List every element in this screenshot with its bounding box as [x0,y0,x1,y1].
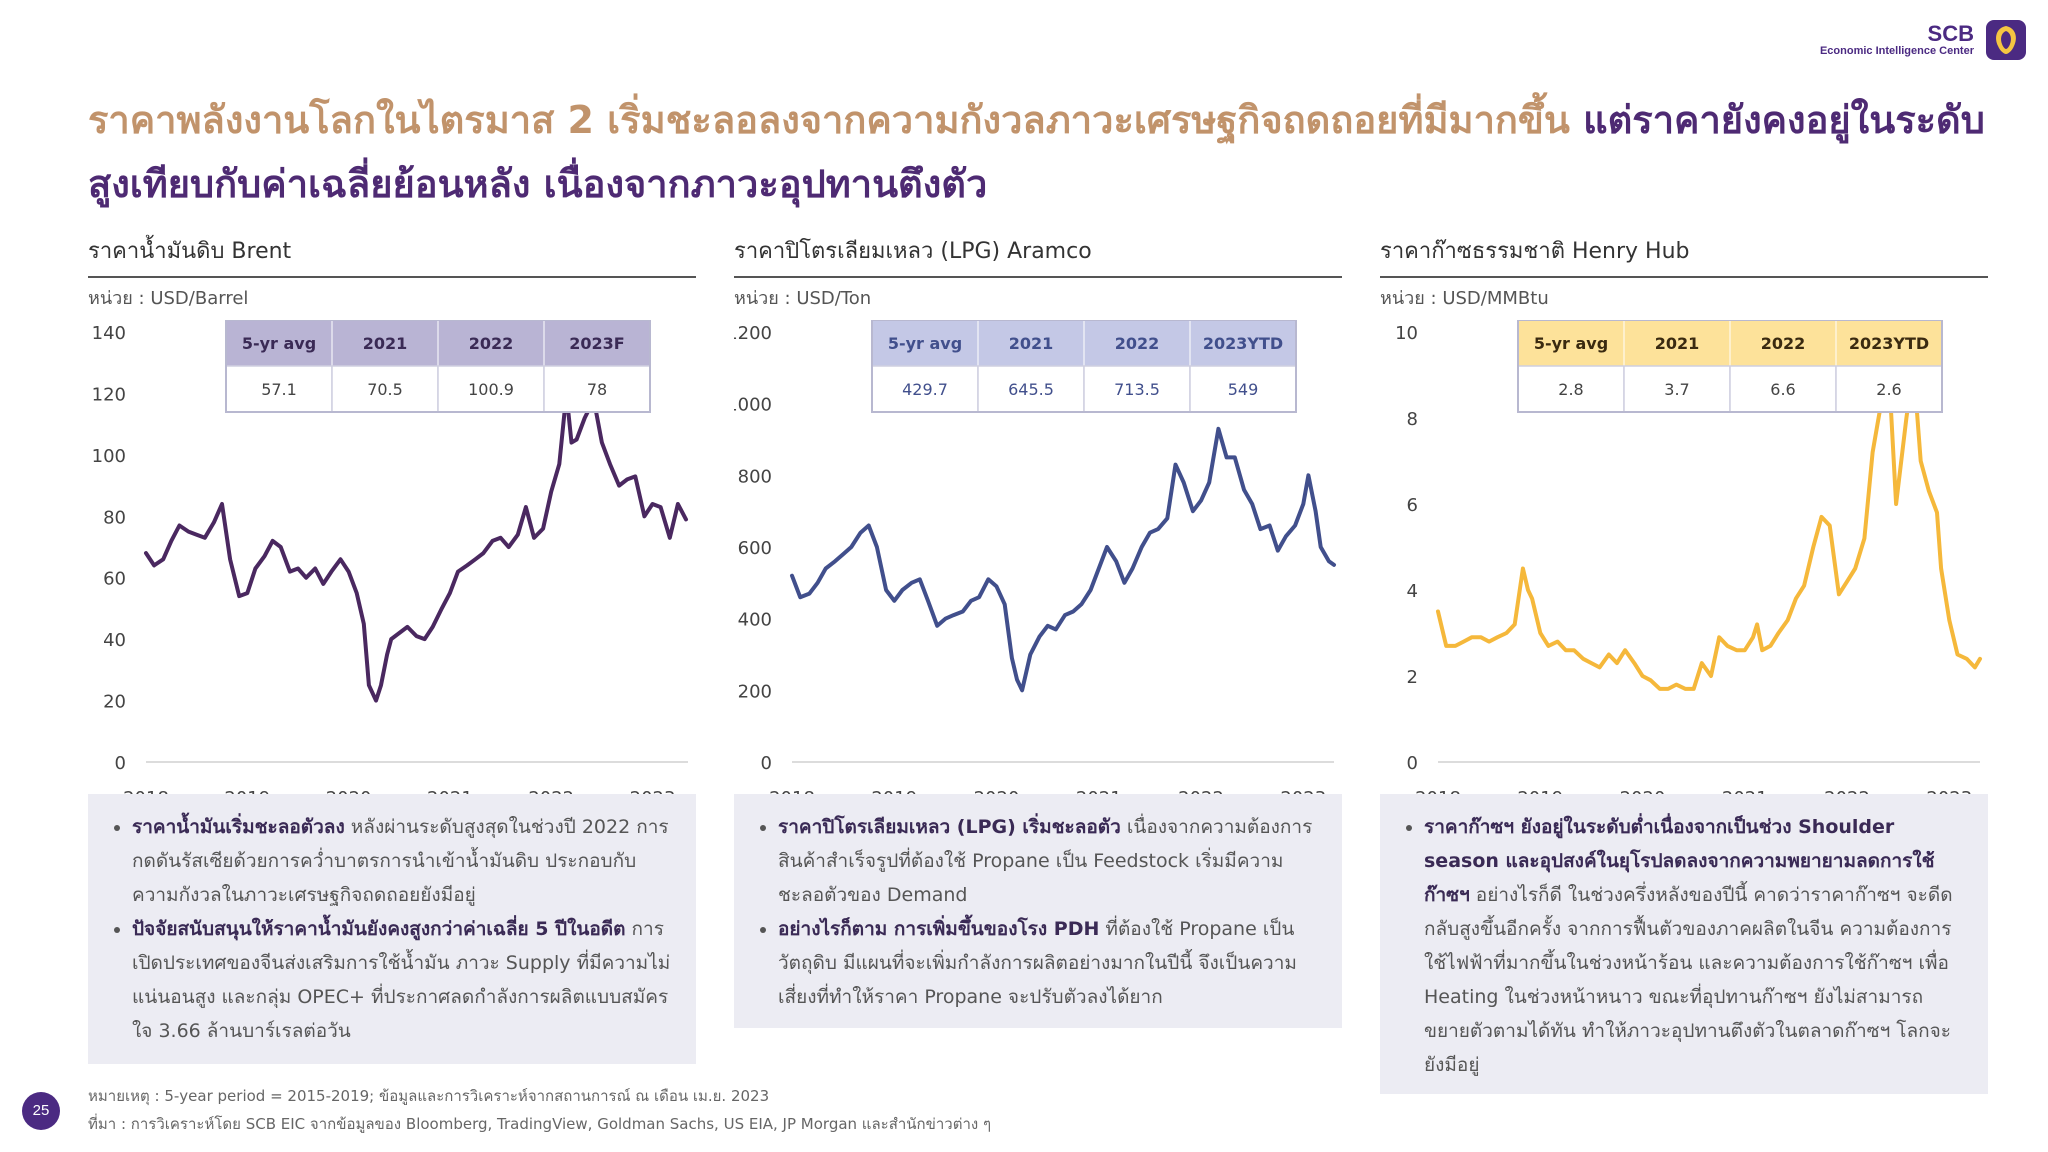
table-header-label: 5-yr avg [1534,334,1608,353]
panel-title: ราคาก๊าซธรรมชาติ Henry Hub [1380,232,1988,278]
y-tick-label: 600 [738,538,772,559]
panel-unit: หน่วย : USD/Ton [734,288,872,309]
lpg-price-chart: 0200400600800100012002018201920202021202… [734,320,1336,809]
y-tick-label: 100 [92,446,126,467]
table-value-cell [1517,365,1625,413]
y-tick-label: 6 [1407,495,1418,516]
data-table: 5-yr avg 2.8 2021 3.7 2022 6.6 2023YTD 2.6 [1517,320,1943,413]
y-tick-label: 8 [1407,409,1418,430]
y-tick-label: 400 [738,610,772,631]
table-header-cell [1729,320,1837,367]
table-value-label: 549 [1228,380,1259,399]
y-tick-label: 0 [1407,753,1418,774]
panel-unit: หน่วย : USD/MMBtu [1380,288,1549,309]
table-border [1517,320,1943,413]
note-bullet: ราคาปิโตรเลียมเหลว (LPG) เริ่มชะลอตัว เน… [778,810,1322,912]
table-value-cell [1083,365,1191,413]
y-tick-label: 200 [738,681,772,702]
table-header-label: 2022 [469,334,514,353]
table-header-label: 2022 [1761,334,1806,353]
table-value-label: 70.5 [367,380,403,399]
table-header-label: 2021 [1655,334,1700,353]
table-value-label: 6.6 [1770,380,1795,399]
data-table: 5-yr avg 429.7 2021 645.5 2022 713.5 2023YTD 54… [871,320,1297,413]
footnote-source: ที่มา : การวิเคราะห์โดย SCB EIC จากข้อมู… [88,1115,992,1133]
table-header-label: 5-yr avg [242,334,316,353]
panel-notes: ราคาปิโตรเลียมเหลว (LPG) เริ่มชะลอตัว เน… [734,794,1342,1028]
table-value-cell [331,365,439,413]
y-tick-label: 80 [103,507,126,528]
note-bullet: อย่างไรก็ตาม การเพิ่มขึ้นของโรง PDH ที่ต… [778,912,1322,1014]
y-tick-label: 140 [92,323,126,344]
title-part-2: แต่ราคายังคงอยู่ในระดับสูงเทียบกับค่าเฉล… [88,98,1985,206]
y-tick-label: 1000 [734,395,772,416]
footnote-note: หมายเหตุ : 5-year period = 2015-2019; ข้… [88,1087,770,1105]
y-tick-label: 0 [115,753,126,774]
table-header-label: 2022 [1115,334,1160,353]
table-header-cell [977,320,1085,367]
page-number: 25 [22,1092,60,1130]
page-title: ราคาพลังงานโลกในไตรมาส 2 เริ่มชะลอลงจากค… [88,88,1988,216]
table-value-cell [1729,365,1837,413]
y-tick-label: 120 [92,384,126,405]
table-header-label: 2021 [363,334,408,353]
table-value-cell [1835,365,1943,413]
table-value-label: 2.8 [1558,380,1583,399]
panel-unit: หน่วย : USD/Barrel [88,288,249,309]
table-header-label: 5-yr avg [888,334,962,353]
panel-henry-hub: ราคาก๊าซธรรมชาติ Henry Hub หน่วย : USD/M… [1380,232,1988,1102]
y-tick-label: 10 [1395,323,1418,344]
logo-subtitle: Economic Intelligence Center [1819,45,1974,57]
table-value-label: 2.6 [1876,380,1901,399]
table-border [871,320,1297,413]
data-table: 5-yr avg 57.1 2021 70.5 2022 100.9 2023F 78 [225,320,651,413]
table-value-cell [1189,365,1297,413]
table-value-label: 713.5 [1114,380,1160,399]
table-value-label: 100.9 [468,380,514,399]
y-tick-label: 1200 [734,323,772,344]
table-header-label: 2021 [1009,334,1054,353]
table-header-cell [1835,320,1943,367]
note-bullet: ราคาก๊าซฯ ยังอยู่ในระดับต่ำเนื่องจากเป็น… [1424,810,1968,1082]
table-header-label: 2023F [569,334,624,353]
note-bullet: ปัจจัยสนับสนุนให้ราคาน้ำมันยังคงสูงกว่าค… [132,912,676,1048]
panel-notes: ราคาน้ำมันเริ่มชะลอตัวลง หลังผ่านระดับสู… [88,794,696,1064]
panel-notes: ราคาก๊าซฯ ยังอยู่ในระดับต่ำเนื่องจากเป็น… [1380,794,1988,1094]
logo-brand: SCB [1927,21,1974,46]
table-header-cell [871,320,979,367]
y-tick-label: 800 [738,466,772,487]
table-value-cell [1623,365,1731,413]
y-tick-label: 60 [103,569,126,590]
y-tick-label: 4 [1407,581,1418,602]
scb-emblem-icon [1986,20,2026,60]
scb-logo: SCB Economic Intelligence Center [1820,18,2028,62]
table-value-label: 645.5 [1008,380,1054,399]
title-part-1: ราคาพลังงานโลกในไตรมาส 2 เริ่มชะลอลงจากค… [88,98,1570,142]
table-value-label: 429.7 [902,380,948,399]
panel-title: ราคาปิโตรเลียมเหลว (LPG) Aramco [734,232,1342,278]
y-tick-label: 0 [761,753,772,774]
series-line [790,426,1336,693]
table-header-label: 2023YTD [1849,334,1929,353]
table-header-label: 2023YTD [1203,334,1283,353]
series-line [144,391,688,703]
brent-price-chart: 0204060801001201402018201920202021202220… [92,320,688,809]
table-value-label: 57.1 [261,380,297,399]
panel-brent: ราคาน้ำมันดิบ Brent หน่วย : USD/Barrel 0… [88,232,696,1102]
y-tick-label: 40 [103,630,126,651]
panel-lpg: ราคาปิโตรเลียมเหลว (LPG) Aramco หน่วย : … [734,232,1342,1102]
table-value-cell [543,365,651,413]
panel-title: ราคาน้ำมันดิบ Brent [88,232,696,278]
table-border [225,320,651,413]
note-bullet: ราคาน้ำมันเริ่มชะลอตัวลง หลังผ่านระดับสู… [132,810,676,912]
y-tick-label: 2 [1407,667,1418,688]
table-header-cell [437,320,545,367]
table-value-label: 3.7 [1664,380,1689,399]
table-header-cell [1083,320,1191,367]
series-line [1436,364,1982,691]
table-value-label: 78 [587,380,607,399]
y-tick-label: 20 [103,692,126,713]
